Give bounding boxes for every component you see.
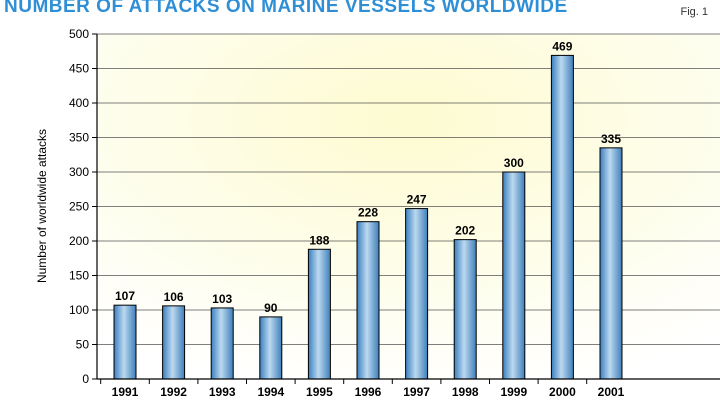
y-tick-label: 250	[69, 200, 89, 214]
x-tick-labels: 1991 1992 1993 1994 1995 1996 1997 1998 1999 2000…	[100, 379, 625, 399]
y-tick-label: 50	[76, 338, 90, 352]
bar	[259, 316, 283, 380]
x-tick-label: 1991	[112, 385, 139, 399]
data-label: 247	[407, 193, 427, 207]
x-tick-label: 1992	[160, 385, 187, 399]
y-tick-label: 450	[69, 62, 89, 76]
data-label: 90	[264, 301, 278, 315]
bar	[356, 221, 380, 380]
data-label: 202	[455, 224, 475, 238]
y-tick-label: 400	[69, 96, 89, 110]
y-tick-labels: 0 50 100 150 200 250 300 350 400 450 500	[69, 27, 97, 386]
bar	[113, 304, 137, 380]
y-tick-label: 200	[69, 234, 89, 248]
bar	[502, 171, 526, 380]
y-tick-label: 0	[82, 372, 89, 386]
x-tick-label: 1996	[355, 385, 382, 399]
bar	[453, 239, 477, 380]
bar	[550, 54, 574, 380]
data-label: 107	[115, 289, 135, 303]
data-label: 228	[358, 206, 378, 220]
figure-label: Fig. 1	[680, 6, 708, 18]
x-tick-label: 1995	[306, 385, 333, 399]
bar	[162, 305, 186, 380]
x-tick-label: 1999	[500, 385, 527, 399]
data-label: 103	[212, 292, 232, 306]
y-axis-title: Number of worldwide attacks	[35, 129, 49, 283]
y-tick-label: 100	[69, 303, 89, 317]
y-tick-label: 500	[69, 27, 89, 41]
bar	[599, 147, 623, 380]
x-tick-label: 1998	[452, 385, 479, 399]
x-tick-label: 2001	[598, 385, 625, 399]
data-label: 335	[601, 132, 621, 146]
bars	[113, 54, 623, 380]
y-tick-label: 300	[69, 165, 89, 179]
x-tick-label: 1994	[257, 385, 284, 399]
data-label: 300	[504, 156, 524, 170]
x-tick-label: 2000	[549, 385, 576, 399]
x-tick-label: 1993	[209, 385, 236, 399]
data-label: 188	[309, 233, 329, 247]
y-tick-label: 150	[69, 269, 89, 283]
bar	[210, 307, 234, 380]
data-label: 469	[552, 39, 572, 53]
chart-title: NUMBER OF ATTACKS ON MARINE VESSELS WORL…	[4, 0, 568, 17]
data-label: 106	[164, 290, 184, 304]
x-tick-label: 1997	[403, 385, 430, 399]
data-labels: 107 106 103 90 188 228 247 202 300 469 335	[115, 39, 621, 315]
bar	[405, 208, 429, 380]
bar	[307, 248, 331, 380]
y-tick-label: 350	[69, 131, 89, 145]
